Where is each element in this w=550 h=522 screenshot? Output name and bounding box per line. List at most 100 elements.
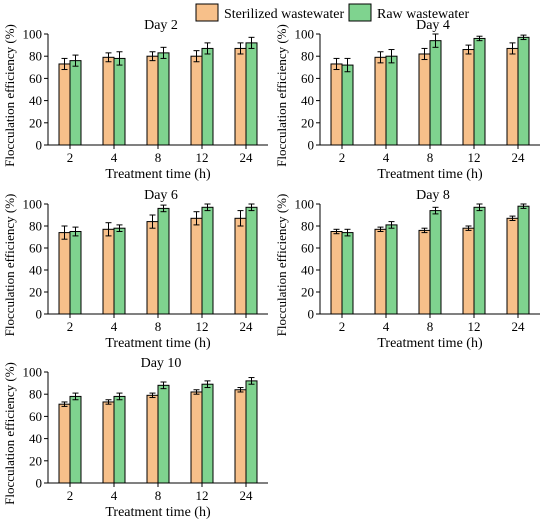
bar-sterilized <box>374 228 387 315</box>
bar-raw <box>385 55 398 146</box>
y-tick-label: 0 <box>308 307 315 322</box>
x-axis-label: Treatment time (h) <box>105 505 211 520</box>
x-tick-label: 4 <box>383 319 390 334</box>
y-axis-label: Flocculation efficiency (%) <box>2 362 17 505</box>
bar-sterilized <box>58 63 71 146</box>
bar-sterilized <box>234 217 247 315</box>
bar-sterilized <box>418 229 431 315</box>
x-tick-label: 2 <box>67 150 74 165</box>
bar-sterilized <box>234 389 247 484</box>
bar-sterilized <box>102 401 115 484</box>
x-tick-label: 24 <box>240 488 254 503</box>
bar-sterilized <box>190 391 203 484</box>
y-tick-label: 100 <box>23 365 43 380</box>
bar-raw <box>201 206 214 315</box>
x-tick-label: 2 <box>67 488 74 503</box>
y-tick-label: 100 <box>23 197 43 212</box>
y-tick-label: 80 <box>29 49 42 64</box>
bar-raw <box>245 206 258 315</box>
bar-raw <box>113 57 126 146</box>
x-tick-label: 8 <box>427 150 434 165</box>
y-tick-label: 40 <box>301 93 314 108</box>
legend-label-sterilized: Sterilized wastewater <box>224 7 344 22</box>
y-axis-label: Flocculation efficiency (%) <box>2 24 17 167</box>
x-tick-label: 4 <box>383 150 390 165</box>
legend-label-raw: Raw wastewater <box>377 7 469 22</box>
x-tick-label: 24 <box>240 319 254 334</box>
legend: Sterilized wastewater Raw wastewater <box>195 3 469 22</box>
bar-raw <box>245 42 258 146</box>
chart-title: Day 8 <box>416 188 450 203</box>
x-tick-label: 4 <box>111 319 118 334</box>
y-axis-label: Flocculation efficiency (%) <box>274 24 289 167</box>
y-tick-label: 60 <box>301 71 314 86</box>
y-tick-label: 40 <box>301 263 314 278</box>
y-axis-label: Flocculation efficiency (%) <box>2 194 17 337</box>
x-tick-label: 8 <box>155 488 162 503</box>
x-tick-label: 2 <box>339 319 346 334</box>
x-tick-label: 24 <box>512 150 526 165</box>
bar-sterilized <box>58 403 71 484</box>
bar-raw <box>69 231 82 315</box>
y-tick-label: 20 <box>29 285 42 300</box>
x-tick-label: 12 <box>196 150 209 165</box>
y-tick-label: 80 <box>29 219 42 234</box>
x-tick-label: 12 <box>196 488 209 503</box>
bar-raw <box>113 395 126 484</box>
x-tick-label: 4 <box>111 150 118 165</box>
bar-raw <box>429 40 442 146</box>
bar-raw <box>201 47 214 146</box>
bar-sterilized <box>234 47 247 146</box>
y-tick-label: 0 <box>36 307 43 322</box>
bar-sterilized <box>330 231 343 315</box>
x-tick-label: 2 <box>339 150 346 165</box>
y-tick-label: 20 <box>29 453 42 468</box>
bar-sterilized <box>102 228 115 315</box>
bar-raw <box>341 232 354 315</box>
bar-sterilized <box>506 47 519 146</box>
bar-raw <box>385 224 398 315</box>
bar-raw <box>69 395 82 484</box>
bar-raw <box>517 205 530 315</box>
bar-raw <box>157 52 170 146</box>
x-tick-label: 8 <box>155 319 162 334</box>
y-tick-label: 40 <box>29 263 42 278</box>
bar-raw <box>517 36 530 146</box>
bar-sterilized <box>330 63 343 146</box>
bar-sterilized <box>374 56 387 146</box>
y-tick-label: 80 <box>301 49 314 64</box>
chart-title: Day 6 <box>144 188 178 203</box>
legend-swatch-raw <box>348 3 372 22</box>
bar-sterilized <box>58 232 71 315</box>
bar-sterilized <box>190 217 203 315</box>
bar-raw <box>245 380 258 484</box>
x-tick-label: 8 <box>427 319 434 334</box>
bar-raw <box>113 227 126 315</box>
x-axis-label: Treatment time (h) <box>105 167 211 182</box>
bar-sterilized <box>462 49 475 146</box>
y-tick-label: 100 <box>23 27 43 42</box>
bar-raw <box>341 64 354 146</box>
y-tick-label: 0 <box>36 138 43 153</box>
legend-swatch-sterilized <box>195 3 219 22</box>
x-tick-label: 2 <box>67 319 74 334</box>
bar-raw <box>429 210 442 315</box>
y-tick-label: 40 <box>29 93 42 108</box>
x-tick-label: 24 <box>240 150 254 165</box>
bar-sterilized <box>102 56 115 146</box>
x-axis-label: Treatment time (h) <box>377 167 483 182</box>
bar-raw <box>473 37 486 146</box>
y-tick-label: 80 <box>301 219 314 234</box>
x-axis-label: Treatment time (h) <box>377 336 483 351</box>
bar-raw <box>157 207 170 315</box>
bar-raw <box>473 206 486 315</box>
bar-raw <box>157 384 170 484</box>
y-tick-label: 60 <box>29 409 42 424</box>
bar-sterilized <box>418 53 431 146</box>
bar-raw <box>201 383 214 484</box>
y-tick-label: 100 <box>295 27 315 42</box>
